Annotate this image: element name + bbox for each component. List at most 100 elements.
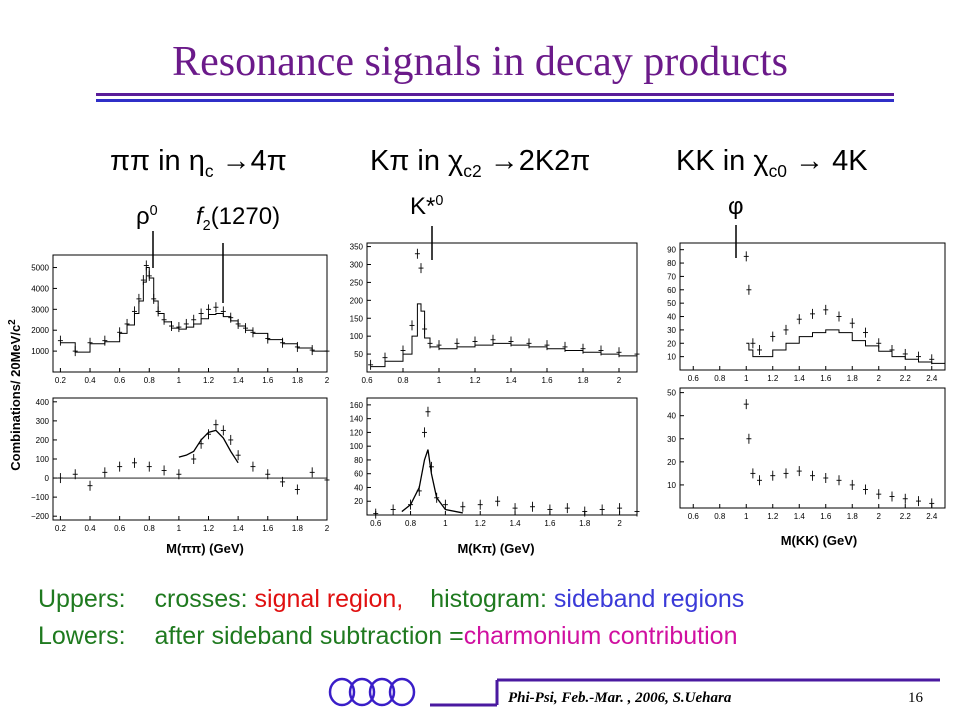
y-tick-label: 30 [667, 435, 676, 444]
y-tick-label: 120 [350, 428, 364, 437]
data-point-kk-upper [796, 314, 802, 325]
x-tick-label: 0.8 [397, 376, 409, 385]
data-point-pipi-upper [206, 304, 212, 315]
data-point-pipi-lower [324, 474, 330, 485]
y-tick-label: 100 [36, 455, 50, 464]
header-pipi: ππ in ηc →4π [110, 145, 287, 181]
data-point-pipi-lower [280, 476, 286, 487]
lowers-text: after sideband subtraction = [154, 622, 464, 650]
data-point-kk-upper [746, 284, 752, 295]
data-point-kk-upper [770, 331, 776, 342]
x-tick-label: 1.2 [767, 374, 779, 383]
x-tick-label: 1.6 [262, 376, 274, 385]
data-point-kpi-lower [460, 501, 466, 512]
data-point-kpi-upper [418, 263, 424, 274]
x-tick-label: 1.4 [794, 512, 806, 521]
title-rule-blue [96, 99, 894, 102]
x-tick-label: 1.6 [820, 512, 832, 521]
y-tick-label: 10 [667, 353, 676, 362]
y-tick-label: 300 [350, 261, 364, 270]
x-tick-label: 1.6 [820, 374, 832, 383]
data-point-kk-lower [746, 433, 752, 444]
phi-label: φ [728, 193, 744, 220]
x-tick-label: 0.4 [84, 376, 96, 385]
y-tick-label: 0 [45, 474, 50, 483]
x-tick-label: 1 [744, 512, 749, 521]
uppers-label: Uppers: [38, 585, 126, 613]
x-tick-label: 1.8 [292, 524, 304, 533]
y-tick-label: 20 [667, 458, 676, 467]
data-point-kk-lower [876, 489, 882, 500]
x-tick-label: 0.8 [144, 524, 156, 533]
x-tick-label: 1.8 [847, 512, 859, 521]
y-tick-label: 40 [667, 412, 676, 421]
panel-pipi-upper: 0.2 0.4 0.6 0.8 1 1.2 1.4 1.6 1.8 2 1000 2000 3000 40… [31, 254, 330, 385]
x-tick-label: 2 [877, 512, 882, 521]
x-axis-label-kk: M(KK) (GeV) [781, 533, 858, 548]
data-point-pipi-lower [161, 465, 167, 476]
x-axis-label-pipi: M(ππ) (GeV) [166, 541, 244, 556]
signal-region-text: signal region, [254, 585, 404, 613]
data-point-pipi-lower [87, 480, 93, 491]
x-tick-label: 1.2 [475, 519, 487, 528]
x-tick-label: 0.6 [688, 512, 700, 521]
y-tick-label: 3000 [31, 305, 49, 314]
data-point-pipi-lower [220, 425, 226, 436]
x-tick-label: 2.2 [900, 374, 912, 383]
data-point-kk-upper [743, 251, 749, 262]
data-point-kpi-lower [512, 503, 518, 514]
data-point-kpi-lower [442, 499, 448, 510]
x-tick-label: 1.4 [233, 524, 245, 533]
y-tick-label: 90 [667, 246, 676, 255]
data-point-pipi-lower [176, 469, 182, 480]
y-tick-label: 300 [36, 417, 50, 426]
x-tick-label: 1.2 [203, 376, 215, 385]
data-point-kpi-upper [414, 248, 420, 259]
y-axis-label: Combinations/ 20MeV/c2 [7, 319, 23, 471]
panel-kk-upper: 0.6 0.8 1 1.2 1.4 1.6 1.8 2 2.2 2.4 10 20 30 40 50 60 70… [667, 242, 946, 383]
x-tick-label: 1.2 [203, 524, 215, 533]
x-tick-label: 1.2 [469, 376, 481, 385]
x-tick-label: 1.6 [262, 524, 274, 533]
x-tick-label: 1.4 [505, 376, 517, 385]
data-point-kpi-lower [477, 499, 483, 510]
y-tick-label: 250 [350, 278, 364, 287]
header-kpi: Kπ in χc2 →2K2π [370, 145, 591, 181]
y-tick-label: 2000 [31, 326, 49, 335]
y-tick-label: 150 [350, 314, 364, 323]
frame-kpi-lower [366, 397, 638, 516]
data-point-pipi-lower [309, 467, 315, 478]
x-tick-label: 1.8 [577, 376, 589, 385]
data-point-kpi-lower [617, 503, 623, 514]
rho0-label: ρ0 [136, 203, 158, 230]
data-point-kpi-lower [529, 501, 535, 512]
x-tick-label: 0.8 [714, 374, 726, 383]
data-point-kk-lower [770, 470, 776, 481]
data-point-kpi-lower [495, 496, 501, 507]
data-point-pipi-lower [191, 454, 197, 464]
x-tick-label: 1 [177, 524, 182, 533]
y-tick-label: 4000 [31, 284, 49, 293]
x-axis-label-kpi: M(Kπ) (GeV) [457, 541, 534, 556]
x-tick-label: 1.8 [579, 519, 591, 528]
data-point-pipi-lower [57, 473, 63, 484]
x-tick-label: 2 [877, 374, 882, 383]
header-kk: KK in χc0 → 4K [676, 145, 868, 181]
data-point-kpi-lower [599, 504, 605, 515]
y-tick-label: 200 [350, 296, 364, 305]
data-point-kpi-upper [368, 359, 374, 370]
histogram-kpi-upper [370, 303, 638, 368]
y-tick-label: 50 [667, 389, 676, 398]
data-point-kpi-lower [634, 506, 640, 517]
x-tick-label: 0.8 [714, 512, 726, 521]
x-tick-label: 1 [437, 376, 442, 385]
y-tick-label: 10 [667, 481, 676, 490]
data-point-kpi-lower [547, 504, 553, 515]
data-point-pipi-upper [176, 322, 182, 333]
y-tick-label: −100 [31, 493, 50, 502]
frame-kk-lower [679, 387, 946, 509]
legend-lowers-line: Lowers: after sideband subtraction =char… [38, 622, 737, 651]
x-tick-label: 1.8 [847, 374, 859, 383]
